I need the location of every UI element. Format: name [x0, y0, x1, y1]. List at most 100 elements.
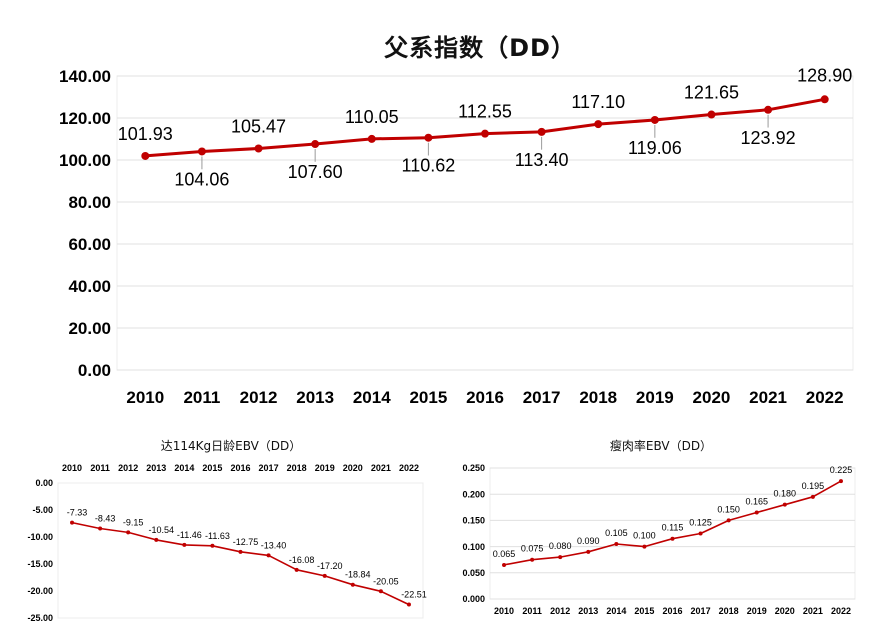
x-tick-label: 2014: [174, 463, 194, 473]
data-label: 112.55: [458, 102, 512, 122]
data-point: [238, 549, 243, 554]
data-point: [254, 144, 263, 153]
y-tick-label: 0.200: [462, 489, 485, 499]
series-line: [71, 521, 410, 606]
data-point: [98, 526, 103, 531]
x-tick-label: 2020: [343, 463, 363, 473]
x-tick-label: 2011: [183, 388, 220, 407]
x-tick-label: 2021: [803, 606, 823, 616]
data-point: [126, 530, 131, 535]
data-point: [670, 536, 675, 541]
data-label: 110.05: [345, 107, 399, 127]
lean-ebv-chart-svg: 0.000 0.050 0.100 0.150 0.200 0.250 2010 2011 20…: [462, 463, 856, 616]
x-tick-label: 2017: [691, 606, 711, 616]
data-point: [650, 115, 659, 124]
x-tick-label: 2014: [353, 388, 391, 407]
data-label: 101.93: [118, 124, 173, 144]
main-chart-svg: 0.00 20.00 40.00 60.00 80.00 100.00 120.00 140.…: [59, 65, 854, 407]
x-tick-label: 2020: [693, 388, 731, 407]
data-point: [70, 520, 75, 525]
data-point: [782, 502, 787, 507]
data-label: 0.180: [774, 489, 797, 499]
data-label: -16.08: [289, 555, 315, 565]
x-tick-label: 2016: [662, 606, 682, 616]
data-label: 0.225: [830, 465, 853, 475]
data-label: -11.63: [205, 531, 230, 541]
data-point: [707, 110, 716, 119]
data-label: -20.05: [373, 576, 399, 586]
data-label: -18.84: [345, 570, 371, 580]
y-tick-label: 100.00: [59, 151, 111, 170]
data-label: 105.47: [231, 117, 286, 137]
lean-ebv-chart-panel: 瘦肉率EBV（DD） 0.000 0.050 0.100 0.150 0.200 0.25…: [455, 433, 867, 627]
data-point: [210, 543, 215, 548]
data-point: [350, 582, 355, 587]
age-ebv-chart-panel: 达114Kg日龄EBV（DD） 0.00 -5.00 -10.00 -15.00 -20…: [25, 433, 437, 627]
data-label: 110.62: [402, 156, 456, 176]
data-label: 107.60: [288, 162, 343, 182]
x-tick-label: 2010: [126, 388, 164, 407]
y-tick-label: -25.00: [27, 613, 53, 623]
data-point: [294, 567, 299, 572]
plot-area: [489, 467, 856, 600]
age-ebv-chart-svg: 0.00 -5.00 -10.00 -15.00 -20.00 -25.00 2010 201…: [27, 463, 426, 623]
data-label: -12.75: [233, 537, 259, 547]
data-point: [698, 531, 703, 536]
x-tick-label: 2012: [240, 388, 278, 407]
data-point: [754, 510, 759, 515]
x-tick-label: 2010: [62, 463, 82, 473]
x-tick-label: 2013: [146, 463, 166, 473]
y-tick-label: 80.00: [68, 193, 111, 212]
x-tick-label: 2014: [606, 606, 626, 616]
plot-area: [57, 482, 424, 619]
y-tick-label: 40.00: [68, 277, 111, 296]
y-tick-label: 120.00: [59, 109, 111, 128]
age-ebv-chart-title: 达114Kg日龄EBV（DD）: [160, 439, 302, 453]
x-tick-label: 2015: [634, 606, 654, 616]
y-tick-label: 0.100: [462, 542, 485, 552]
x-tick-label: 2019: [636, 388, 674, 407]
data-label: 0.115: [662, 523, 684, 533]
y-tick-label: 0.00: [78, 361, 111, 380]
y-tick-label: 60.00: [68, 235, 111, 254]
data-label: 128.90: [797, 65, 852, 85]
data-point: [614, 541, 619, 546]
x-tick-label: 2016: [230, 463, 250, 473]
data-point: [838, 479, 843, 484]
data-label: 104.06: [174, 169, 229, 189]
data-label: 113.40: [515, 150, 569, 170]
x-tick-label: 2018: [719, 606, 739, 616]
data-point: [406, 602, 411, 607]
data-label: -9.15: [123, 517, 144, 527]
data-label: 0.100: [633, 531, 656, 541]
data-point: [810, 494, 815, 499]
data-label: 0.125: [689, 518, 712, 528]
x-tick-label: 2021: [371, 463, 391, 473]
data-point: [182, 542, 187, 547]
x-tick-label: 2015: [409, 388, 447, 407]
data-point: [586, 549, 591, 554]
data-label: -8.43: [95, 514, 116, 524]
data-point: [502, 562, 507, 567]
data-label: 0.075: [521, 544, 544, 554]
data-point: [764, 105, 773, 114]
x-tick-label: 2012: [118, 463, 138, 473]
data-label: 0.065: [493, 549, 516, 559]
lean-ebv-chart-title: 瘦肉率EBV（DD）: [609, 439, 713, 453]
x-tick-label: 2013: [578, 606, 598, 616]
x-tick-label: 2010: [494, 606, 514, 616]
data-label: 119.06: [628, 138, 682, 158]
x-tick-label: 2022: [831, 606, 851, 616]
x-tick-label: 2020: [775, 606, 795, 616]
x-tick-label: 2016: [466, 388, 504, 407]
data-label: 0.080: [549, 541, 572, 551]
data-label: -7.33: [67, 508, 88, 518]
data-label: 0.195: [802, 481, 825, 491]
data-point: [424, 133, 433, 142]
data-label: 0.150: [717, 504, 740, 514]
y-tick-label: 0.150: [462, 516, 485, 526]
data-point: [197, 147, 206, 156]
y-tick-label: -10.00: [27, 532, 53, 542]
data-point: [594, 120, 603, 129]
data-point: [141, 151, 150, 160]
